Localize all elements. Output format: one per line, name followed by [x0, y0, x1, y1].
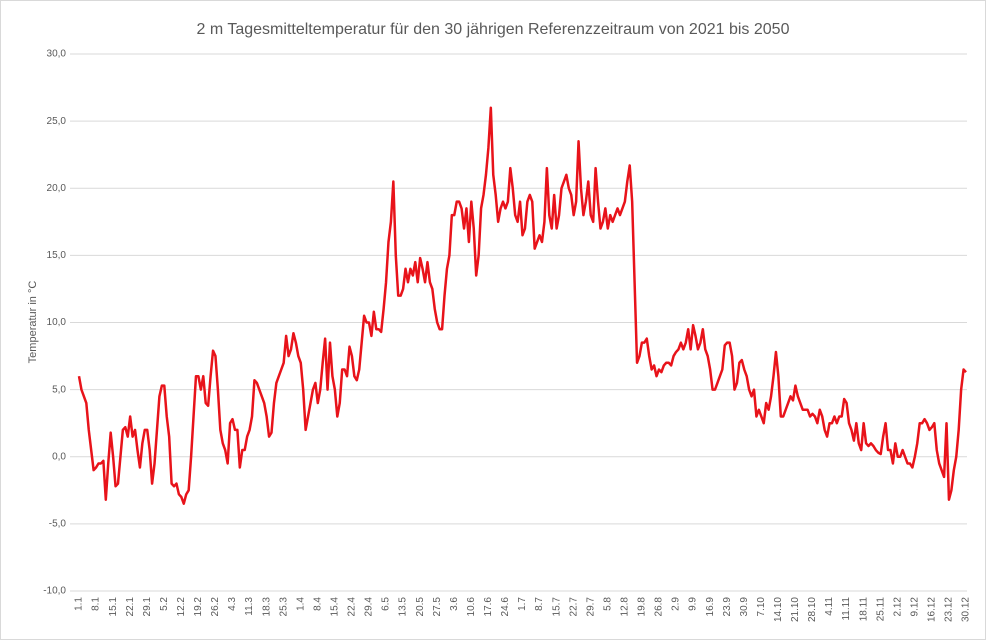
x-tick-label: 2.9	[671, 597, 682, 611]
x-tick-label: 9.9	[688, 597, 699, 611]
x-tick-label: 2.12	[892, 597, 903, 617]
x-tick-label: 5.8	[602, 597, 613, 611]
x-tick-label: 8.4	[312, 597, 323, 611]
x-tick-label: 1.7	[517, 597, 528, 611]
x-tick-label: 30.12	[961, 597, 972, 622]
x-tick-label: 22.1	[125, 597, 136, 617]
line-series	[77, 106, 967, 505]
x-tick-label: 18.3	[261, 597, 272, 617]
x-tick-label: 1.1	[74, 597, 85, 611]
y-tick-label: 30,0	[47, 49, 67, 60]
x-tick-label: 28.10	[807, 597, 818, 622]
x-tick-label: 27.5	[432, 597, 443, 617]
chart-title: 2 m Tagesmitteltemperatur für den 30 jäh…	[197, 21, 790, 38]
x-tick-label: 9.12	[909, 597, 920, 617]
x-tick-label: 13.5	[398, 597, 409, 617]
x-tick-label: 29.7	[585, 597, 596, 617]
x-tick-label: 18.11	[858, 597, 869, 622]
y-tick-label: 25,0	[47, 116, 67, 127]
y-tick-label: 5,0	[52, 384, 66, 395]
x-tick-label: 11.3	[244, 597, 255, 616]
y-tick-label: -5,0	[49, 519, 67, 530]
y-tick-label: 10,0	[47, 317, 67, 328]
y-axis-label: Temperatur in °C	[27, 281, 39, 364]
y-tick-label: 0,0	[52, 451, 66, 462]
x-tick-label: 25.11	[875, 597, 886, 622]
x-tick-label: 26.8	[654, 597, 665, 617]
x-tick-label: 8.7	[534, 597, 545, 611]
x-tick-label: 24.6	[500, 597, 511, 617]
x-tick-label: 29.4	[364, 597, 375, 617]
x-tick-label: 23.9	[722, 597, 733, 617]
x-tick-label: 16.12	[927, 597, 938, 622]
x-tick-label: 17.6	[483, 597, 494, 617]
x-tick-label: 4.3	[227, 597, 238, 611]
x-tick-label: 16.9	[705, 597, 716, 617]
x-tick-label: 21.10	[790, 597, 801, 622]
x-tick-label: 15.7	[551, 597, 562, 617]
x-tick-label: 4.11	[824, 597, 835, 616]
x-tick-label: 12.8	[619, 597, 630, 617]
x-tick-label: 10.6	[466, 597, 477, 617]
x-tick-label: 22.4	[347, 597, 358, 617]
x-tick-label: 15.1	[108, 597, 119, 617]
x-tick-label: 5.2	[159, 597, 170, 611]
y-tick-label: -10,0	[43, 586, 66, 597]
x-tick-label: 8.1	[91, 597, 102, 611]
x-tick-label: 15.4	[330, 597, 341, 617]
x-tick-label: 20.5	[415, 597, 426, 617]
x-tick-label: 3.6	[449, 597, 460, 611]
x-tick-label: 30.9	[739, 597, 750, 617]
x-tick-label: 23.12	[944, 597, 955, 622]
x-tick-label: 14.10	[773, 597, 784, 622]
x-tick-label: 22.7	[568, 597, 579, 617]
x-tick-label: 12.2	[176, 597, 187, 617]
x-tick-label: 25.3	[278, 597, 289, 617]
x-tick-label: 1.4	[295, 597, 306, 611]
x-tick-label: 26.2	[210, 597, 221, 617]
x-tick-label: 19.2	[193, 597, 204, 617]
x-tick-label: 6.5	[381, 597, 392, 611]
y-tick-label: 15,0	[47, 250, 67, 261]
x-tick-label: 11.11	[841, 597, 852, 621]
x-tick-label: 29.1	[142, 597, 153, 617]
x-tick-label: 7.10	[756, 597, 767, 617]
y-tick-label: 20,0	[47, 183, 67, 194]
x-tick-label: 19.8	[637, 597, 648, 617]
